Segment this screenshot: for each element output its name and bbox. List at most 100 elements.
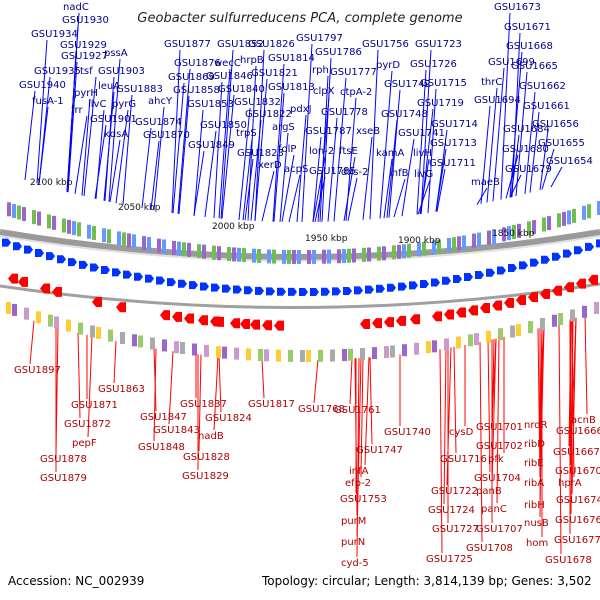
cog-color-block <box>348 348 353 361</box>
top-gene-label: livH <box>413 148 432 159</box>
bottom-gene-label: infA <box>349 466 369 477</box>
top-gene-label: GSU1846 <box>206 71 253 82</box>
top-connector-line <box>509 51 523 198</box>
top-connector-line <box>81 98 91 196</box>
top-connector-line <box>312 156 326 222</box>
top-gene-label: GSU1826 <box>248 39 295 50</box>
top-gene-label: argS <box>272 122 295 133</box>
top-connector-line <box>193 109 204 216</box>
top-gene-label: pdxJ <box>290 104 312 115</box>
cog-color-block <box>12 203 16 218</box>
forward-gene-arrow <box>409 281 418 290</box>
cog-color-block <box>587 204 591 219</box>
cog-color-block <box>567 210 571 225</box>
top-connector-line <box>369 49 379 220</box>
top-connector-line <box>108 58 121 202</box>
bottom-gene-label: GSU1678 <box>545 555 592 566</box>
top-connector-line <box>476 187 488 205</box>
cog-color-block <box>456 336 461 349</box>
top-connector-line <box>178 95 190 214</box>
bottom-connector-line <box>198 354 202 452</box>
bottom-gene-label: GSU1702 <box>476 441 523 452</box>
reverse-gene-arrow <box>116 302 126 313</box>
top-gene-label: GSU1680 <box>502 144 549 155</box>
forward-gene-arrow <box>2 238 11 247</box>
forward-gene-arrow <box>189 281 198 290</box>
cog-color-block <box>147 236 151 251</box>
bottom-gene-label: hprA <box>558 478 582 489</box>
reverse-gene-arrow <box>576 278 586 289</box>
top-gene-label: GSU1699 <box>488 57 535 68</box>
reverse-gene-arrow <box>516 295 526 306</box>
cog-color-block <box>108 329 113 342</box>
bottom-gene-label: ribA <box>524 478 544 489</box>
forward-gene-arrow <box>112 268 121 277</box>
forward-gene-arrow <box>255 286 264 295</box>
cog-color-block <box>382 246 386 261</box>
top-gene-label: GSU1930 <box>62 15 109 26</box>
bottom-connector-line <box>491 338 497 486</box>
top-gene-label: GSU1777 <box>330 67 377 78</box>
bottom-connector-line <box>479 341 483 543</box>
forward-gene-arrow <box>354 286 363 295</box>
bottom-gene-label: GSU1707 <box>476 524 523 535</box>
top-gene-label: GSU1935 <box>34 66 81 77</box>
bottom-gene-label: GSU1871 <box>71 400 118 411</box>
cog-color-block <box>217 246 221 261</box>
top-connector-line <box>281 154 295 222</box>
forward-gene-arrow <box>46 252 55 261</box>
cog-color-block <box>237 247 241 262</box>
top-connector-line <box>486 87 498 203</box>
reverse-gene-arrow <box>372 318 382 329</box>
bottom-gene-label: GSU1674 <box>556 495 600 506</box>
cog-color-block <box>177 241 181 256</box>
cog-color-block <box>322 249 326 264</box>
bottom-gene-label: GSU1740 <box>384 427 431 438</box>
bottom-connector-line <box>453 346 457 454</box>
cog-color-block <box>227 247 231 262</box>
forward-gene-arrow <box>321 287 330 296</box>
cog-color-block <box>24 307 29 320</box>
top-gene-label: ilvC <box>88 99 106 110</box>
top-connector-line <box>221 94 235 219</box>
tick-label: 2000 kbp <box>212 222 255 232</box>
cog-color-block <box>77 222 81 237</box>
cog-color-block <box>272 249 276 264</box>
bottom-gene-label: panC <box>481 504 507 515</box>
top-gene-label: GSU1786 <box>315 47 362 58</box>
cog-color-block <box>12 303 17 316</box>
cog-color-block <box>292 249 296 264</box>
cog-color-block <box>542 217 546 232</box>
bottom-gene-label: GSU1727 <box>432 524 479 535</box>
top-gene-label: GSU1940 <box>19 80 66 91</box>
cog-color-block <box>572 208 576 223</box>
top-gene-label: GSU1714 <box>431 119 478 130</box>
cog-color-block <box>547 216 551 231</box>
cog-color-block <box>392 245 396 260</box>
bottom-gene-label: GSU1724 <box>428 505 475 516</box>
top-gene-label: GSU1901 <box>90 114 137 125</box>
top-gene-label: GSU1662 <box>519 81 566 92</box>
cog-color-block <box>232 247 236 262</box>
top-connector-line <box>220 49 234 219</box>
bottom-connector-line <box>168 351 174 425</box>
top-gene-label: GSU1813 <box>268 82 315 93</box>
forward-gene-arrow <box>431 278 440 287</box>
top-gene-label: GSU1877 <box>164 39 211 50</box>
cog-color-block <box>180 342 185 354</box>
top-connector-line <box>524 91 536 194</box>
bottom-gene-label: GSU1824 <box>205 413 252 424</box>
top-gene-label: fusA-1 <box>32 96 64 107</box>
forward-gene-arrow <box>365 285 374 294</box>
top-gene-label: GSU1671 <box>504 22 551 33</box>
forward-gene-arrow <box>57 255 66 264</box>
bottom-gene-label: GSU1878 <box>40 454 87 465</box>
forward-gene-arrow <box>541 255 550 264</box>
cog-color-block <box>487 230 491 245</box>
top-gene-label: GSU1934 <box>31 29 78 40</box>
cog-color-block <box>342 249 346 264</box>
forward-gene-arrow <box>35 248 44 257</box>
bottom-gene-label: GSU1670 <box>555 466 600 477</box>
forward-gene-arrow <box>343 286 352 295</box>
bottom-gene-label: purM <box>341 516 366 527</box>
